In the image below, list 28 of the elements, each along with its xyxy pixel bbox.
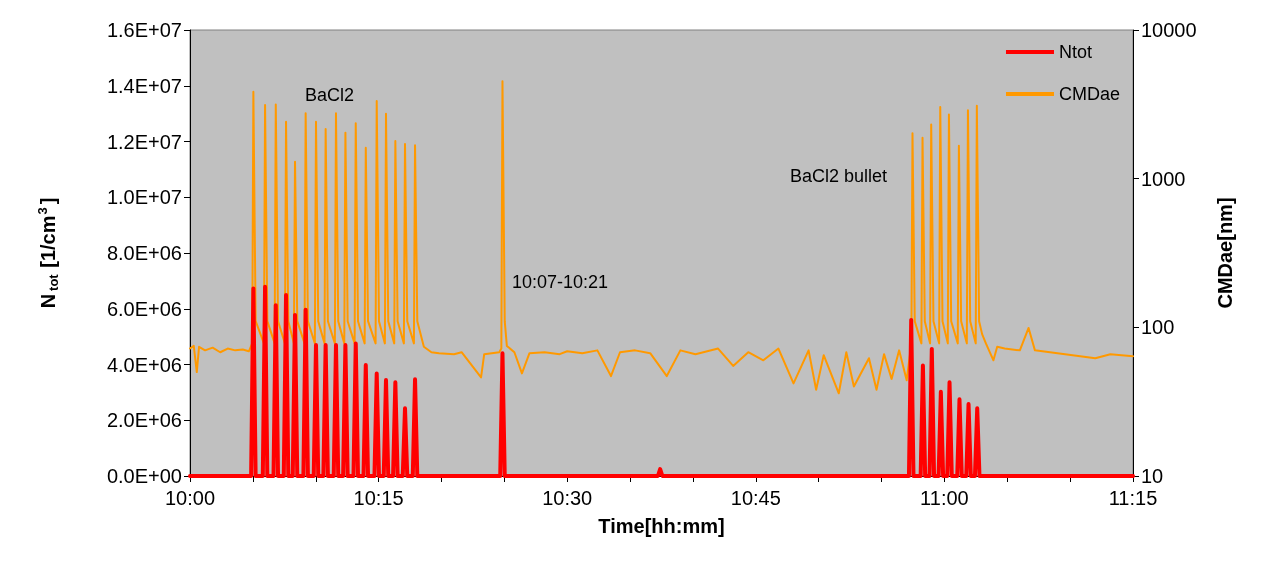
x-tick-label: 10:15 — [353, 487, 404, 509]
y-tick-label: 8.0E+06 — [106, 242, 182, 264]
x-tick-label: 11:15 — [1108, 487, 1158, 509]
y2-axis-title: CMDae[nm] — [1214, 197, 1236, 309]
annotation: 10:07-10:21 — [512, 272, 609, 292]
y-tick-label: 1.4E+07 — [106, 74, 182, 97]
annotation: BaCl2 — [305, 85, 355, 105]
y2-tick-label: 100 — [1141, 316, 1175, 339]
y2-tick-label: 1000 — [1141, 167, 1186, 190]
x-tick-label: 11:00 — [920, 487, 969, 509]
x-tick-label: 10:00 — [164, 487, 216, 509]
line-series — [189, 80, 1134, 395]
legend-label: Ntot — [1058, 42, 1092, 62]
y-tick-label: 1.6E+07 — [106, 19, 182, 41]
y-tick-label: 1.2E+07 — [106, 130, 182, 153]
y2-tick-label: 10 — [1141, 465, 1164, 487]
y-tick-label: 4.0E+06 — [106, 353, 182, 376]
x-tick-label: 10:30 — [542, 487, 593, 509]
y-tick-label: 2.0E+06 — [106, 409, 182, 432]
legend-label: CMDae — [1058, 84, 1120, 104]
x-axis-title: Time[hh:mm] — [598, 515, 725, 537]
y-axis-title: Ntot [1/cm3] — [35, 197, 61, 309]
y2-tick-label: 10000 — [1141, 19, 1197, 41]
y-tick-label: 0.0E+00 — [106, 465, 182, 487]
y-tick-label: 1.0E+07 — [106, 186, 182, 209]
annotation: BaCl2 bullet — [790, 166, 888, 186]
x-tick-label: 10:45 — [730, 487, 781, 509]
y-tick-label: 6.0E+06 — [106, 297, 182, 320]
